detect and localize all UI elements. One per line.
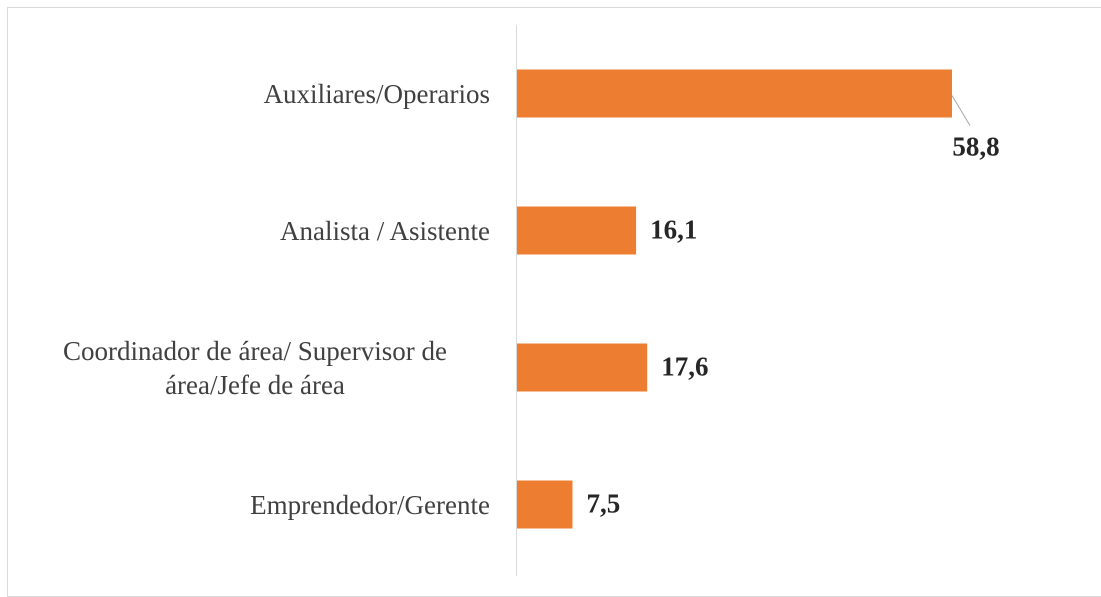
- bar: [517, 480, 573, 529]
- data-label: 17,6: [661, 352, 708, 382]
- bar: [517, 69, 952, 118]
- bar: [517, 343, 648, 392]
- category-label: Auxiliares/Operarios: [20, 54, 490, 134]
- bar: [517, 206, 637, 255]
- leader-line: [951, 95, 971, 126]
- data-label: 58,8: [952, 132, 999, 162]
- category-text: Coordinador de área/ Supervisor de área/…: [63, 335, 447, 400]
- category-label: Emprendedor/Gerente: [20, 465, 490, 545]
- category-text: Auxiliares/Operarios: [263, 78, 490, 109]
- data-label: 16,1: [650, 215, 697, 245]
- category-text: Analista / Asistente: [280, 215, 490, 246]
- category-text: Emprendedor/Gerente: [250, 489, 490, 520]
- data-label: 7,5: [586, 489, 620, 519]
- category-label: Coordinador de área/ Supervisor de área/…: [20, 328, 490, 408]
- category-label: Analista / Asistente: [20, 191, 490, 271]
